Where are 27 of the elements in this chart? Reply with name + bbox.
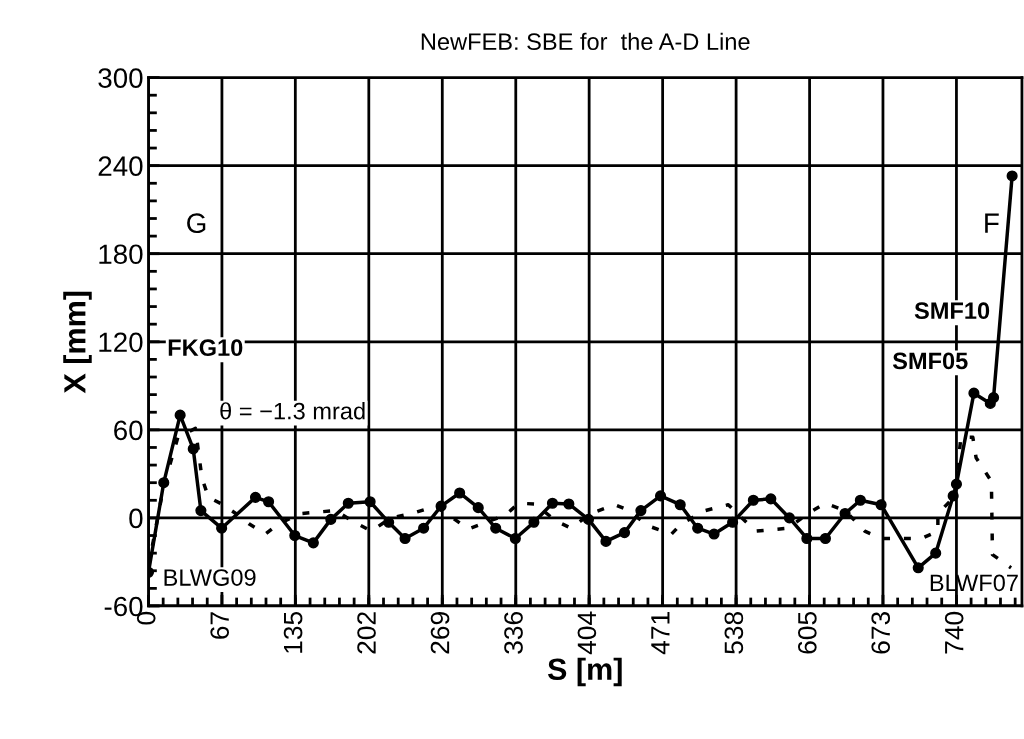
- annotation: G: [187, 213, 206, 233]
- x-tick-label: 673: [871, 612, 891, 654]
- x-tick-label: 740: [944, 611, 964, 654]
- x-tick-label: 135: [283, 611, 303, 653]
- x-tick-label: 404: [577, 611, 597, 655]
- y-tick-label: 180: [99, 244, 143, 265]
- y-tick-label: 60: [114, 420, 143, 441]
- y-tick-label: 120: [99, 332, 143, 353]
- annotation: FKG10: [168, 339, 243, 357]
- chart-title: NewFEB: SBE for the A-D Line: [421, 32, 750, 51]
- x-tick-label: 538: [724, 611, 744, 654]
- x-tick-label: 202: [357, 612, 376, 654]
- y-tick-label: 300: [98, 68, 143, 88]
- y-tick-label: 0: [129, 508, 143, 529]
- x-tick-label: 605: [797, 611, 817, 654]
- annotation: θ = −1.3 mrad: [220, 402, 365, 420]
- x-tick-label: 67: [210, 612, 230, 639]
- annotation: F: [985, 213, 999, 233]
- x-tick-label: 336: [504, 612, 523, 654]
- y-tick-label: 240: [98, 156, 143, 176]
- annotation: SMF10: [914, 302, 990, 320]
- annotation: SMF05: [892, 352, 968, 370]
- annotation: BLWG09: [164, 569, 256, 586]
- x-tick-label: 269: [430, 612, 450, 654]
- x-axis-title: S [m]: [547, 657, 622, 687]
- y-axis-title: X [mm]: [63, 291, 92, 394]
- x-tick-label: 471: [651, 612, 670, 655]
